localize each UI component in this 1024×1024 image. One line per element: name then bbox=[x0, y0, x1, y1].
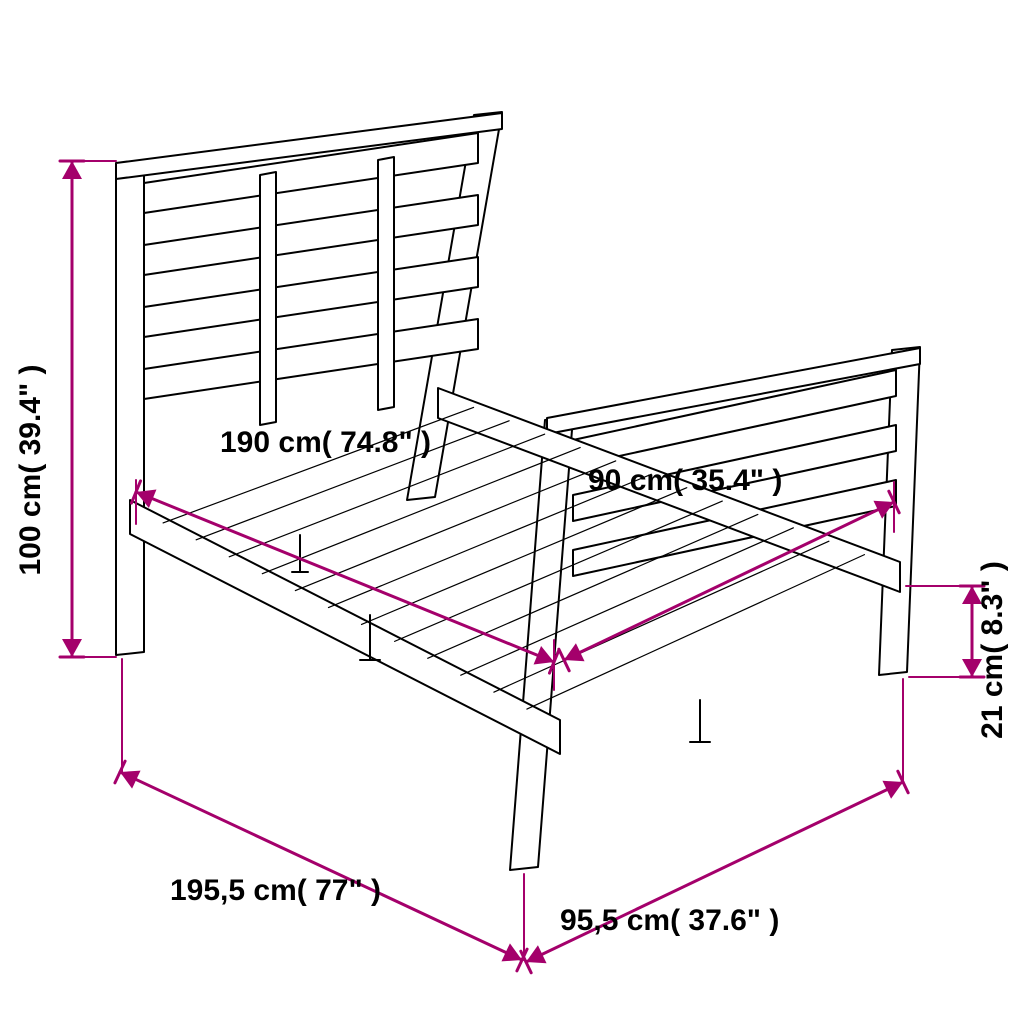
svg-text:95,5 cm( 37.6" ): 95,5 cm( 37.6" ) bbox=[560, 904, 779, 937]
svg-text:90 cm( 35.4" ): 90 cm( 35.4" ) bbox=[588, 464, 782, 497]
svg-text:195,5 cm( 77" ): 195,5 cm( 77" ) bbox=[170, 874, 381, 907]
svg-text:100 cm( 39.4" ): 100 cm( 39.4" ) bbox=[14, 364, 47, 575]
svg-text:21 cm( 8.3" ): 21 cm( 8.3" ) bbox=[976, 561, 1009, 739]
svg-text:190 cm( 74.8" ): 190 cm( 74.8" ) bbox=[220, 426, 431, 459]
